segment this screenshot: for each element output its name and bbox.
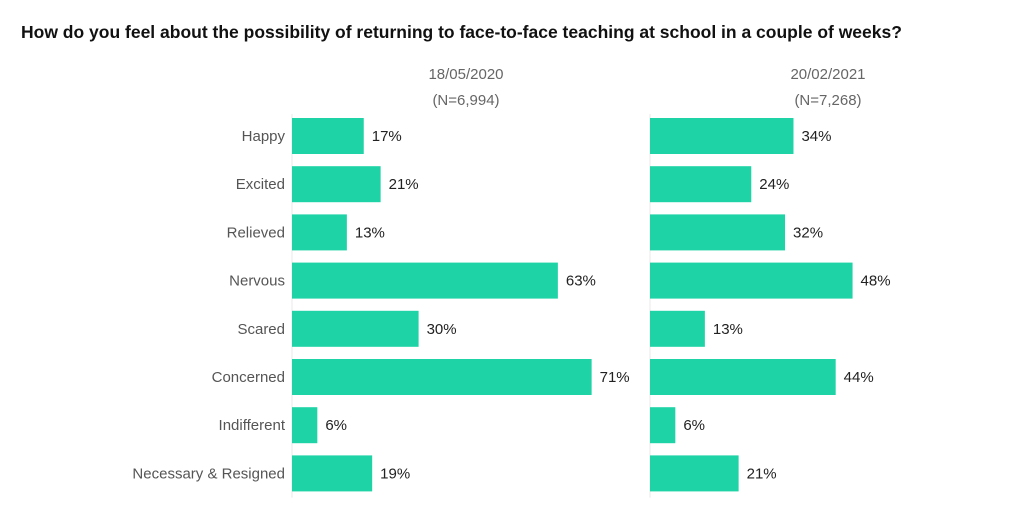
data-label: 34% (801, 128, 831, 145)
category-label: Necessary & Resigned (132, 465, 285, 482)
category-label: Concerned (212, 369, 285, 386)
data-label: 17% (372, 128, 402, 145)
bar (650, 407, 676, 444)
bar (292, 455, 373, 492)
bar (292, 214, 347, 251)
bar (650, 359, 836, 395)
data-label: 71% (600, 369, 630, 386)
bar (292, 407, 318, 444)
series-date-label: 18/05/2020 (428, 66, 503, 83)
category-label: Scared (237, 321, 285, 338)
series-date-label: 20/02/2021 (790, 66, 865, 83)
bar (650, 118, 794, 154)
data-label: 63% (566, 273, 596, 290)
series-n-label: (N=6,994) (432, 92, 499, 109)
data-label: 6% (325, 417, 347, 434)
bar (650, 310, 705, 347)
data-label: 21% (389, 176, 419, 193)
category-label: Relieved (227, 224, 285, 241)
data-label: 30% (427, 321, 457, 338)
category-label: Nervous (229, 273, 285, 290)
data-label: 44% (844, 369, 874, 386)
category-label: Indifferent (219, 417, 286, 434)
data-label: 6% (683, 417, 705, 434)
bar (292, 310, 419, 347)
data-label: 24% (759, 176, 789, 193)
bar (650, 262, 853, 299)
bar (292, 166, 381, 203)
bar (292, 359, 592, 395)
category-label: Excited (236, 176, 285, 193)
data-label: 48% (861, 273, 891, 290)
bar (292, 118, 364, 154)
bar (650, 214, 786, 251)
category-label: Happy (242, 128, 286, 145)
bar (650, 166, 752, 203)
bar (292, 262, 558, 299)
data-label: 32% (793, 224, 823, 241)
data-label: 19% (380, 465, 410, 482)
chart-title: How do you feel about the possibility of… (21, 22, 902, 42)
data-label: 13% (355, 224, 385, 241)
data-label: 21% (747, 465, 777, 482)
data-label: 13% (713, 321, 743, 338)
series-n-label: (N=7,268) (794, 92, 861, 109)
bar (650, 455, 739, 492)
